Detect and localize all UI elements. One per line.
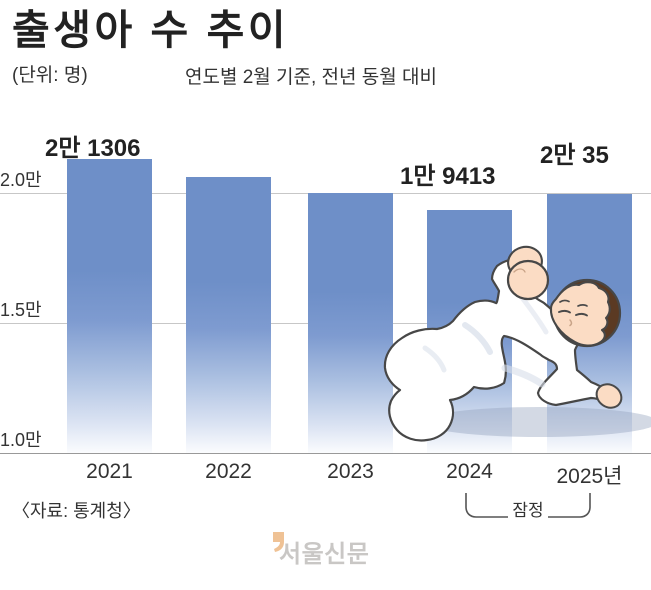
svg-text:잠정: 잠정	[512, 501, 543, 520]
